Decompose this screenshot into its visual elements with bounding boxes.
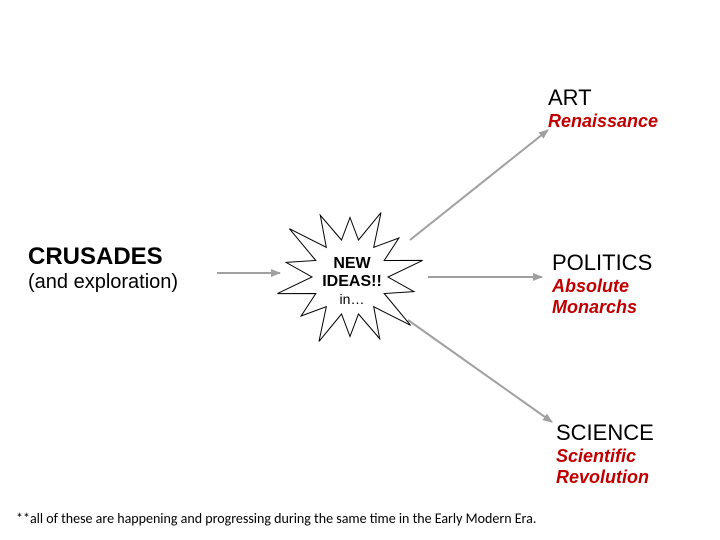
node-politics: POLITICS Absolute Monarchs [552, 250, 652, 318]
arrow-line [410, 130, 548, 240]
center-line2: IDEAS!! [312, 273, 392, 291]
node-art: ART Renaissance [548, 85, 658, 132]
science-subtitle-1: Scientific [556, 446, 654, 467]
art-subtitle: Renaissance [548, 111, 658, 132]
center-line3: in… [312, 291, 392, 307]
center-burst-text: NEW IDEAS!! in… [312, 255, 392, 307]
node-science: SCIENCE Scientific Revolution [556, 420, 654, 488]
art-title: ART [548, 85, 658, 111]
center-line1: NEW [312, 255, 392, 273]
politics-subtitle-1: Absolute [552, 276, 652, 297]
node-crusades: CRUSADES (and exploration) [28, 243, 178, 294]
politics-subtitle-2: Monarchs [552, 297, 652, 318]
arrow-line [408, 320, 552, 422]
science-title: SCIENCE [556, 420, 654, 446]
footnote-text: **all of these are happening and progres… [16, 510, 536, 527]
politics-title: POLITICS [552, 250, 652, 276]
science-subtitle-2: Revolution [556, 467, 654, 488]
crusades-subtitle: (and exploration) [28, 271, 178, 294]
crusades-title: CRUSADES [28, 243, 178, 271]
